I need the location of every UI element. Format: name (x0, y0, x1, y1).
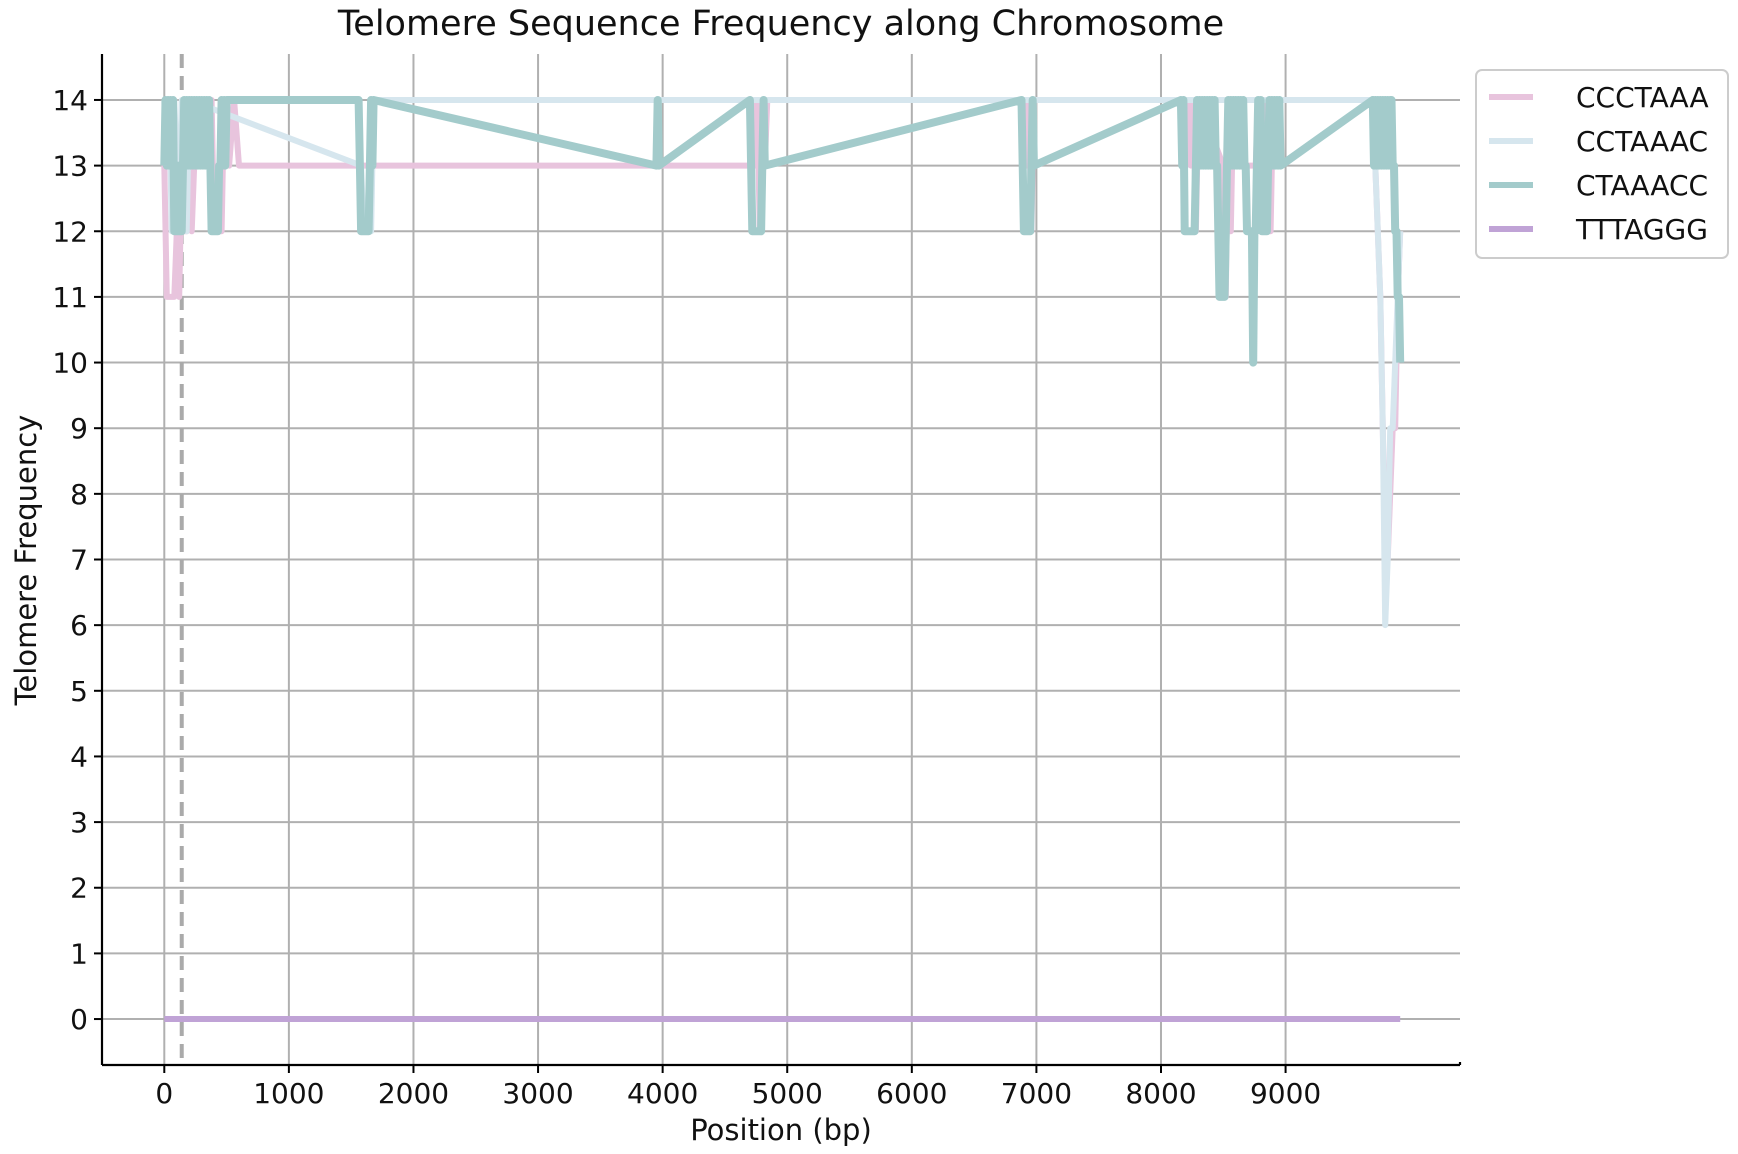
y-tick-label: 9 (70, 412, 88, 445)
y-tick-label: 7 (70, 544, 88, 577)
y-tick-label: 10 (52, 347, 88, 380)
x-tick-label: 1000 (253, 1077, 324, 1110)
y-tick-label: 3 (70, 806, 88, 839)
x-axis-title: Position (bp) (690, 1113, 872, 1147)
y-tick-label: 1 (70, 937, 88, 970)
x-tick-label: 9000 (1250, 1077, 1321, 1110)
legend: CCCTAAA CCTAAAC CTAAACC TTTAGGG (1475, 69, 1729, 259)
x-tick-label: 3000 (502, 1077, 573, 1110)
y-tick-label: 14 (52, 84, 88, 117)
x-tick-label: 0 (155, 1077, 173, 1110)
y-tick-label: 6 (70, 609, 88, 642)
y-tick-label: 12 (52, 215, 88, 248)
legend-label-ccctaaa: CCCTAAA (1576, 81, 1709, 114)
y-tick-label: 13 (52, 150, 88, 183)
y-tick-label: 8 (70, 478, 88, 511)
y-tick-label: 11 (52, 281, 88, 314)
y-axis-title: Telomere Frequency (9, 415, 43, 707)
legend-frame (1475, 69, 1729, 259)
tick-layer: 0 1000 2000 3000 4000 5000 6000 7000 8000 9000012… (52, 84, 1321, 1110)
x-tick-label: 6000 (876, 1077, 947, 1110)
legend-label-ctaaacc: CTAAACC (1576, 169, 1708, 202)
series-layer (160, 96, 1405, 1022)
y-tick-label: 5 (70, 675, 88, 708)
y-tick-label: 4 (70, 740, 88, 773)
x-tick-label: 8000 (1125, 1077, 1196, 1110)
chart-title: Telomere Sequence Frequency along Chromo… (337, 4, 1224, 44)
series-line-ctaaacc (160, 96, 1405, 367)
legend-label-cctaaac: CCTAAAC (1576, 125, 1708, 158)
y-tick-label: 2 (70, 872, 88, 905)
y-tick-label: 0 (70, 1003, 88, 1036)
x-tick-label: 4000 (627, 1077, 698, 1110)
x-tick-label: 2000 (378, 1077, 449, 1110)
x-tick-label: 5000 (752, 1077, 823, 1110)
x-tick-label: 7000 (1001, 1077, 1072, 1110)
legend-label-tttaggg: TTTAGGG (1575, 213, 1708, 246)
